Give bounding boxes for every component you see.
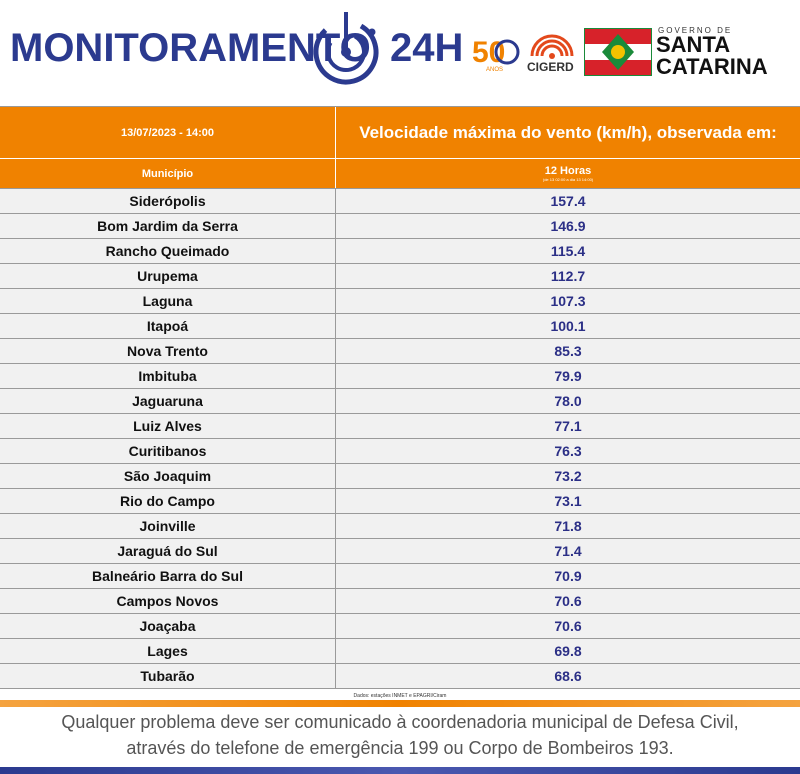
municipio-cell: Bom Jardim da Serra — [0, 214, 336, 238]
municipio-cell: Joinville — [0, 514, 336, 538]
table-row: Rio do Campo 73.1 — [0, 489, 800, 514]
table-row: Siderópolis 157.4 — [0, 189, 800, 214]
hours-range-label: (de 13 02:00 a dia 13 14:00) — [542, 176, 594, 182]
header-banner: MONITORAMENTO 24H 50 ANOS CIGERD GOVERNO… — [0, 0, 800, 106]
footer-notice-line1: Qualquer problema deve ser comunicado à … — [61, 712, 739, 732]
table-row: Luiz Alves 77.1 — [0, 414, 800, 439]
municipio-cell: Jaguaruna — [0, 389, 336, 413]
footer-banner: Qualquer problema deve ser comunicado à … — [0, 700, 800, 774]
table-row: Joinville 71.8 — [0, 514, 800, 539]
municipio-cell: Luiz Alves — [0, 414, 336, 438]
municipio-header-cell: Município — [0, 159, 336, 188]
wind-speed-cell: 69.8 — [554, 643, 582, 659]
wind-speed-cell: 68.6 — [554, 668, 582, 684]
wind-speed-cell: 100.1 — [550, 318, 586, 334]
municipio-cell: Joaçaba — [0, 614, 336, 638]
municipio-cell: Jaraguá do Sul — [0, 539, 336, 563]
municipio-cell: Lages — [0, 639, 336, 663]
table-row: Laguna 107.3 — [0, 289, 800, 314]
table-row: Bom Jardim da Serra 146.9 — [0, 214, 800, 239]
table-row: Itapoá 100.1 — [0, 314, 800, 339]
municipio-cell: Tubarão — [0, 664, 336, 688]
report-date: 13/07/2023 - 14:00 — [121, 126, 214, 139]
fifty-years-logo: 50 ANOS — [472, 36, 520, 73]
wind-speed-cell: 71.4 — [554, 543, 582, 559]
municipio-cell: Laguna — [0, 289, 336, 313]
table-row: Imbituba 79.9 — [0, 364, 800, 389]
wind-speed-cell: 77.1 — [554, 418, 582, 434]
municipio-column-header: Município — [141, 167, 194, 180]
municipio-cell: Itapoá — [0, 314, 336, 338]
table-row: Urupema 112.7 — [0, 264, 800, 289]
wind-speed-cell: 146.9 — [550, 218, 586, 234]
date-header-cell: 13/07/2023 - 14:00 — [0, 107, 336, 158]
title-header-cell: Velocidade máxima do vento (km/h), obser… — [336, 107, 800, 158]
wind-speed-cell: 115.4 — [550, 243, 586, 259]
brand-24h: 24H — [390, 26, 464, 70]
hours-column-header: 12 Horas — [544, 164, 592, 177]
gov-santa-label: SANTA — [656, 32, 731, 57]
table-header-row: 13/07/2023 - 14:00 Velocidade máxima do … — [0, 107, 800, 159]
table-row: Curitibanos 76.3 — [0, 439, 800, 464]
municipio-cell: Curitibanos — [0, 439, 336, 463]
municipio-cell: Urupema — [0, 264, 336, 288]
municipio-cell: Siderópolis — [0, 189, 336, 213]
wind-speed-cell: 78.0 — [554, 393, 582, 409]
brand-title: MONITORAMENTO — [10, 26, 371, 70]
gov-catarina-label: CATARINA — [656, 54, 768, 79]
wind-speed-cell: 107.3 — [550, 293, 586, 309]
santa-catarina-flag-icon — [584, 28, 652, 76]
cigerd-logo-icon — [530, 34, 574, 59]
wind-speed-cell: 70.9 — [554, 568, 582, 584]
municipio-cell: Rancho Queimado — [0, 239, 336, 263]
municipio-cell: Rio do Campo — [0, 489, 336, 513]
table-row: Joaçaba 70.6 — [0, 614, 800, 639]
cigerd-label: CIGERD — [527, 60, 574, 74]
municipio-cell: Campos Novos — [0, 589, 336, 613]
wind-speed-cell: 76.3 — [554, 443, 582, 459]
table-subheader-row: Município 12 Horas (de 13 02:00 a dia 13… — [0, 159, 800, 189]
table-row: Tubarão 68.6 — [0, 664, 800, 689]
wind-speed-cell: 70.6 — [554, 618, 582, 634]
table-row: Lages 69.8 — [0, 639, 800, 664]
wind-speed-table: 13/07/2023 - 14:00 Velocidade máxima do … — [0, 106, 800, 703]
municipio-cell: Balneário Barra do Sul — [0, 564, 336, 588]
wind-speed-cell: 79.9 — [554, 368, 582, 384]
table-row: Rancho Queimado 115.4 — [0, 239, 800, 264]
wind-speed-cell: 70.6 — [554, 593, 582, 609]
wind-speed-cell: 157.4 — [550, 193, 586, 209]
municipio-cell: Imbituba — [0, 364, 336, 388]
footer-notice-line2: através do telefone de emergência 199 ou… — [126, 738, 674, 758]
municipio-cell: Nova Trento — [0, 339, 336, 363]
logo-50-text: 50 — [472, 36, 505, 69]
table-row: São Joaquim 73.2 — [0, 464, 800, 489]
wind-speed-cell: 85.3 — [554, 343, 582, 359]
footer-blue-bar — [0, 767, 800, 774]
wind-speed-cell: 71.8 — [554, 518, 582, 534]
table-body: Siderópolis 157.4 Bom Jardim da Serra 146.9… — [0, 189, 800, 689]
table-row: Nova Trento 85.3 — [0, 339, 800, 364]
logo-50-sub: ANOS — [486, 67, 503, 73]
table-row: Jaguaruna 78.0 — [0, 389, 800, 414]
table-row: Jaraguá do Sul 71.4 — [0, 539, 800, 564]
table-row: Balneário Barra do Sul 70.9 — [0, 564, 800, 589]
wind-speed-cell: 73.2 — [554, 468, 582, 484]
footer-orange-bar — [0, 700, 800, 707]
wind-speed-cell: 73.1 — [554, 493, 582, 509]
hours-header-cell: 12 Horas (de 13 02:00 a dia 13 14:00) — [336, 159, 800, 188]
table-title: Velocidade máxima do vento (km/h), obser… — [359, 122, 777, 142]
table-row: Campos Novos 70.6 — [0, 589, 800, 614]
wind-speed-cell: 112.7 — [550, 268, 586, 284]
municipio-cell: São Joaquim — [0, 464, 336, 488]
gov-top-label: GOVERNO DE — [658, 26, 733, 35]
radar-icon — [313, 12, 379, 85]
